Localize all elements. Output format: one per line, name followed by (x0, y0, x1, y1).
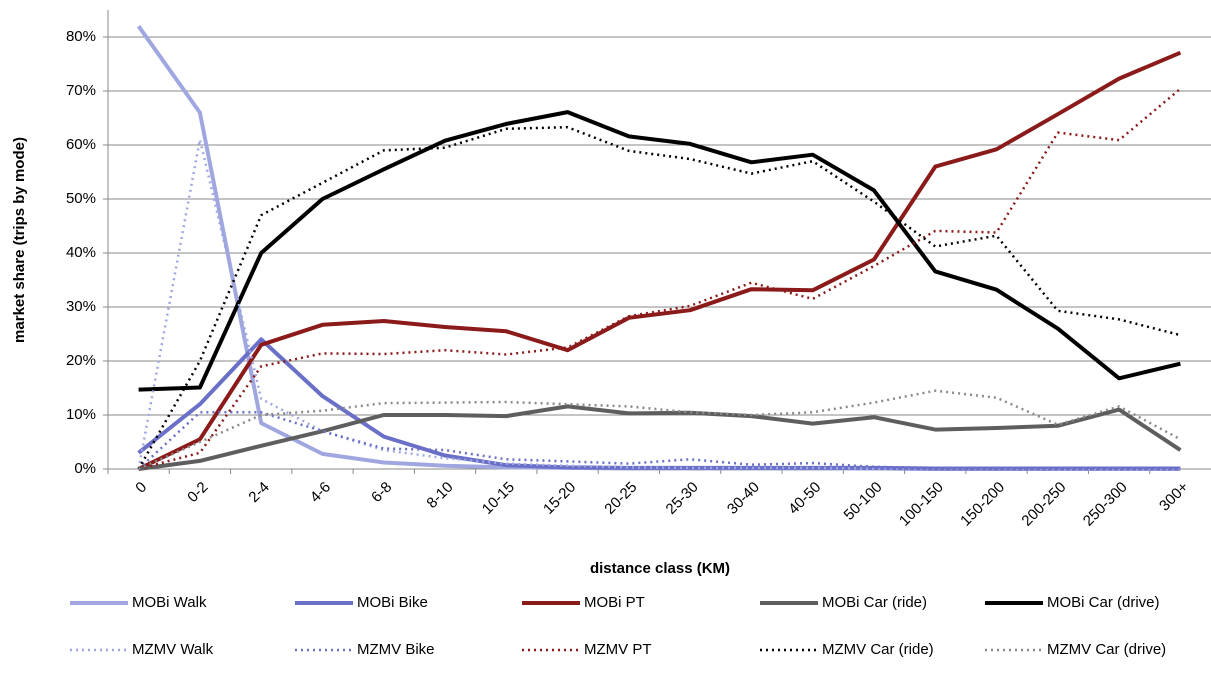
x-tick-label: 2-4 (245, 479, 272, 506)
legend-label: MZMV Car (ride) (822, 641, 934, 658)
legend-label: MOBi Walk (132, 594, 207, 611)
series-line (137, 337, 1181, 471)
x-tick-label: 300+ (1156, 478, 1192, 514)
x-axis-title: distance class (KM) (590, 560, 730, 577)
y-tick-label: 50% (66, 190, 96, 207)
legend-label: MOBi PT (584, 594, 645, 611)
series-line (138, 389, 1181, 471)
y-tick-label: 70% (66, 82, 96, 99)
y-tick-label: 0% (74, 460, 96, 477)
legend-label: MOBi Bike (357, 594, 428, 611)
x-tick-label: 100-150 (896, 479, 947, 530)
y-tick-label: 80% (66, 28, 96, 45)
series-line (137, 411, 1181, 470)
x-tick-label: 30-40 (724, 479, 763, 518)
y-tick-label: 60% (66, 136, 96, 153)
legend-label: MZMV Bike (357, 641, 435, 658)
x-tick-label: 0 (132, 479, 150, 497)
x-tick-label: 250-300 (1080, 479, 1131, 530)
y-tick-label: 40% (66, 244, 96, 261)
legend-label: MOBi Car (ride) (822, 594, 927, 611)
x-tick-label: 6-8 (368, 479, 395, 506)
y-axis-title: market share (trips by mode) (11, 137, 28, 343)
x-tick-label: 10-15 (479, 479, 518, 518)
legend-label: MZMV PT (584, 641, 652, 658)
legend-label: MZMV Car (drive) (1047, 641, 1166, 658)
series-line (138, 404, 1182, 471)
series-line (137, 125, 1181, 470)
x-tick-label: 20-25 (601, 479, 640, 518)
x-tick-label: 25-30 (663, 479, 702, 518)
series-line (138, 110, 1181, 392)
x-tick-label: 40-50 (785, 479, 824, 518)
series-line (137, 50, 1182, 471)
series-line (138, 87, 1182, 471)
x-tick-label: 15-20 (540, 479, 579, 518)
x-tick-label: 50-100 (841, 479, 886, 524)
y-tick-label: 10% (66, 406, 96, 423)
x-tick-label: 4-6 (307, 479, 334, 506)
x-tick-label: 150-200 (957, 479, 1008, 530)
legend-label: MZMV Walk (132, 641, 214, 658)
y-tick-label: 20% (66, 352, 96, 369)
x-tick-label: 200-250 (1018, 479, 1069, 530)
x-tick-label: 8-10 (423, 479, 456, 512)
legend-label: MOBi Car (drive) (1047, 594, 1160, 611)
y-tick-label: 30% (66, 298, 96, 315)
x-tick-label: 0-2 (184, 479, 211, 506)
series-line (136, 25, 1181, 471)
